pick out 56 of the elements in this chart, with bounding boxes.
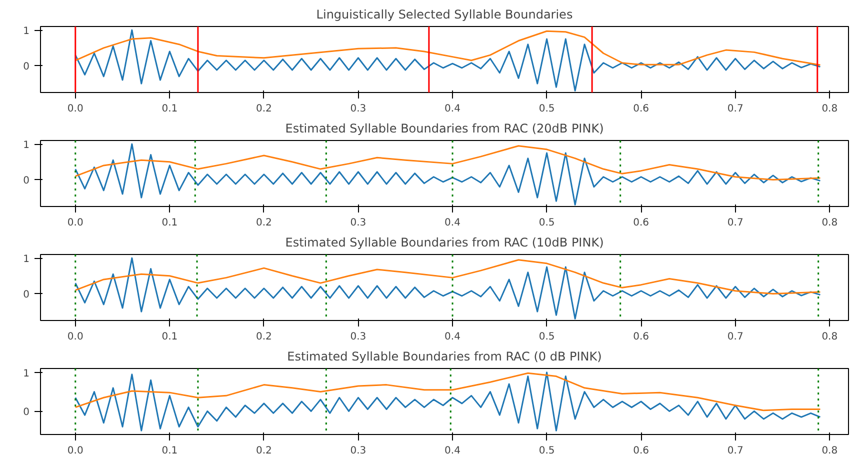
x-tick-label: 0.0 (67, 104, 84, 114)
chart-title: Estimated Syllable Boundaries from RAC (10dB PINK) (285, 236, 604, 250)
x-tick-label: 0.4 (444, 446, 460, 456)
x-tick-label: 0.8 (822, 218, 838, 228)
x-tick-label: 0.6 (633, 446, 650, 456)
line-series (74, 30, 821, 66)
y-tick-label: 0 (23, 407, 30, 418)
x-tick-label: 0.3 (350, 446, 366, 456)
x-tick-label: 0.4 (444, 218, 460, 228)
x-tick-label: 0.7 (727, 218, 744, 228)
chart-title: Linguistically Selected Syllable Boundaries (316, 8, 573, 22)
x-tick-label: 0.3 (350, 104, 366, 114)
y-tick-label: 0 (23, 176, 30, 187)
x-tick-label: 0.3 (350, 332, 366, 342)
x-tick-label: 0.4 (444, 104, 460, 114)
line-series (74, 372, 821, 432)
x-tick-label: 0.2 (256, 104, 272, 114)
x-tick-label: 0.7 (727, 446, 744, 456)
x-tick-label: 0.5 (538, 446, 555, 456)
x-tick-label: 0.4 (444, 332, 460, 342)
x-tick-label: 0.6 (633, 104, 650, 114)
chart-title: Estimated Syllable Boundaries from RAC (0 dB PINK) (287, 350, 602, 364)
line-series (74, 143, 821, 206)
x-tick-label: 0.2 (256, 218, 272, 228)
x-tick-label: 0.1 (162, 332, 178, 342)
line-series (74, 259, 821, 294)
x-tick-label: 0.8 (822, 104, 838, 114)
y-tick-label: 1 (23, 254, 30, 266)
y-tick-label: 0 (23, 290, 30, 301)
line-series (74, 29, 821, 92)
x-tick-label: 0.5 (538, 218, 555, 228)
x-tick-label: 0.8 (822, 332, 838, 342)
line-series (74, 257, 821, 320)
chart-title: Estimated Syllable Boundaries from RAC (20dB PINK) (285, 122, 604, 136)
x-tick-label: 0.8 (822, 446, 838, 456)
x-tick-label: 0.0 (67, 446, 84, 456)
x-tick-label: 0.1 (162, 218, 178, 228)
x-tick-label: 0.2 (256, 332, 272, 342)
x-tick-label: 0.0 (67, 332, 84, 342)
x-tick-label: 0.3 (350, 218, 366, 228)
x-tick-label: 0.6 (633, 332, 650, 342)
x-tick-label: 0.1 (162, 104, 178, 114)
y-tick-label: 1 (23, 140, 30, 152)
y-tick-label: 0 (23, 62, 30, 73)
x-tick-label: 0.7 (727, 332, 744, 342)
x-tick-label: 0.5 (538, 104, 555, 114)
y-tick-label: 1 (23, 368, 30, 380)
y-tick-label: 1 (23, 26, 30, 38)
x-tick-label: 0.7 (727, 104, 744, 114)
x-tick-label: 0.6 (633, 218, 650, 228)
x-tick-label: 0.5 (538, 332, 555, 342)
x-tick-label: 0.1 (162, 446, 178, 456)
x-tick-label: 0.0 (67, 218, 84, 228)
x-tick-label: 0.2 (256, 446, 272, 456)
line-series (74, 145, 821, 180)
line-series (74, 372, 821, 412)
